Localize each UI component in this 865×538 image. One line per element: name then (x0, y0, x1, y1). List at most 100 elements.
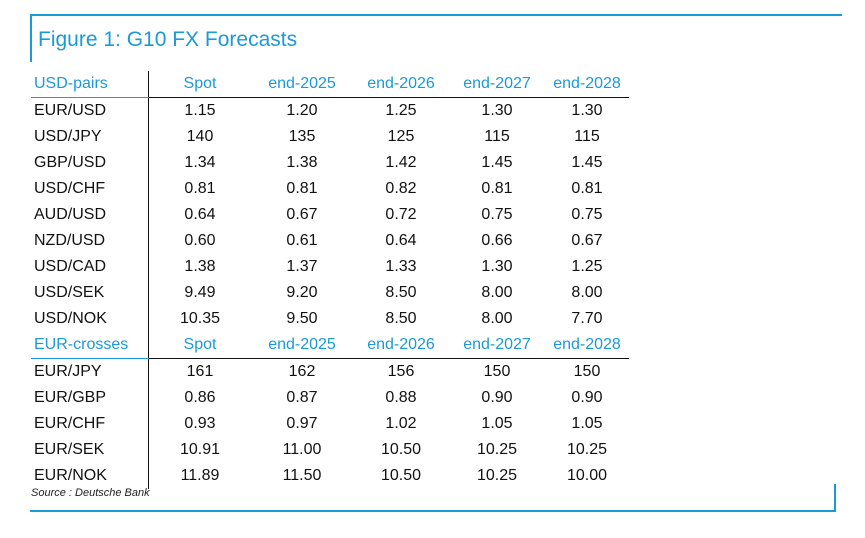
forecast-value: 0.81 (184, 180, 216, 197)
column-header: end-2026 (353, 332, 449, 359)
currency-pair-label: USD/CHF (31, 176, 149, 202)
section-header-label: USD-pairs (31, 71, 149, 98)
forecast-value: 1.25 (385, 102, 417, 119)
column-header: end-2027 (449, 71, 545, 98)
currency-pair-label: EUR/GBP (31, 385, 149, 411)
forecast-value: 0.81 (481, 180, 513, 197)
forecast-value: 0.75 (571, 206, 603, 223)
forecast-value: 0.81 (286, 180, 318, 197)
forecast-value: 0.86 (184, 389, 216, 406)
forecast-value: 8.00 (481, 310, 513, 327)
forecast-value: 1.37 (286, 258, 318, 275)
forecast-value: 1.25 (571, 258, 603, 275)
currency-pair-label: EUR/JPY (31, 358, 149, 385)
table-row: USD/CHF 0.81 0.81 0.82 0.81 0.81 (31, 176, 629, 202)
table-row: EUR/JPY 161 162 156 150 150 (31, 358, 629, 385)
forecast-value: 1.05 (481, 415, 513, 432)
table-row: USD/NOK 10.35 9.50 8.50 8.00 7.70 (31, 306, 629, 332)
forecast-value: 1.15 (184, 102, 216, 119)
source-note: Source : Deutsche Bank (31, 487, 150, 499)
forecast-value: 10.50 (380, 441, 422, 458)
table-row: USD/JPY 140 135 125 115 115 (31, 124, 629, 150)
column-header: Spot (148, 71, 251, 98)
forecast-value: 0.87 (286, 389, 318, 406)
forecast-value: 0.75 (481, 206, 513, 223)
table-row: EUR/GBP 0.86 0.87 0.88 0.90 0.90 (31, 385, 629, 411)
currency-pair-label: USD/SEK (31, 280, 149, 306)
column-header: end-2027 (449, 332, 545, 359)
currency-pair-label: GBP/USD (31, 150, 149, 176)
forecast-value: 1.45 (571, 154, 603, 171)
forecast-value: 1.05 (571, 415, 603, 432)
frame-top-rule (30, 14, 842, 16)
forecast-value: 0.60 (184, 232, 216, 249)
currency-pair-label: NZD/USD (31, 228, 149, 254)
currency-pair-label: AUD/USD (31, 202, 149, 228)
currency-pair-label: USD/CAD (31, 254, 149, 280)
forecast-value: 150 (573, 363, 601, 380)
forecast-value: 0.61 (286, 232, 318, 249)
forecast-value: 10.25 (566, 441, 608, 458)
fx-forecast-table-body: USD-pairs Spot end-2025 end-2026 end-2027 end… (31, 71, 629, 489)
forecast-value: 1.30 (481, 258, 513, 275)
forecast-value: 125 (387, 128, 415, 145)
table-row: AUD/USD 0.64 0.67 0.72 0.75 0.75 (31, 202, 629, 228)
forecast-value: 115 (484, 128, 510, 145)
forecast-value: 8.00 (481, 284, 513, 301)
forecast-value: 1.42 (385, 154, 417, 171)
forecast-value: 11.50 (282, 467, 322, 484)
forecast-value: 8.50 (385, 310, 417, 327)
forecast-value: 10.35 (179, 310, 221, 327)
table-row: EUR/SEK 10.91 11.00 10.50 10.25 10.25 (31, 437, 629, 463)
forecast-value: 1.02 (385, 415, 417, 432)
forecast-value: 9.49 (184, 284, 216, 301)
forecast-value: 0.66 (481, 232, 513, 249)
forecast-value: 0.67 (286, 206, 318, 223)
frame-left-rule (30, 14, 32, 62)
currency-pair-label: EUR/CHF (31, 411, 149, 437)
currency-pair-label: EUR/SEK (31, 437, 149, 463)
forecast-value: 135 (288, 128, 316, 145)
forecast-value: 10.50 (380, 467, 422, 484)
table-row: NZD/USD 0.60 0.61 0.64 0.66 0.67 (31, 228, 629, 254)
forecast-value: 11.00 (282, 441, 322, 458)
table-row: EUR/USD 1.15 1.20 1.25 1.30 1.30 (31, 97, 629, 124)
table-row: EUR/CHF 0.93 0.97 1.02 1.05 1.05 (31, 411, 629, 437)
column-header: end-2025 (251, 71, 353, 98)
table-row: USD/SEK 9.49 9.20 8.50 8.00 8.00 (31, 280, 629, 306)
forecast-value: 10.00 (566, 467, 608, 484)
forecast-value: 0.88 (385, 389, 417, 406)
column-header: Spot (148, 332, 251, 359)
forecast-value: 0.72 (385, 206, 417, 223)
forecast-value: 162 (288, 363, 316, 380)
forecast-value: 10.25 (476, 467, 518, 484)
forecast-value: 0.97 (286, 415, 318, 432)
forecast-value: 8.50 (385, 284, 417, 301)
forecast-value: 0.64 (184, 206, 216, 223)
forecast-value: 1.38 (184, 258, 216, 275)
figure-title: Figure 1: G10 FX Forecasts (38, 28, 298, 51)
forecast-value: 9.20 (286, 284, 318, 301)
forecast-value: 0.93 (184, 415, 216, 432)
forecast-value: 1.34 (184, 154, 216, 171)
table-row: GBP/USD 1.34 1.38 1.42 1.45 1.45 (31, 150, 629, 176)
column-header: end-2025 (251, 332, 353, 359)
forecast-value: 11.89 (180, 467, 220, 484)
forecast-value: 0.82 (385, 180, 417, 197)
forecast-value: 0.90 (571, 389, 603, 406)
table-row: EUR/NOK 11.89 11.50 10.50 10.25 10.00 (31, 463, 629, 489)
currency-pair-label: EUR/NOK (31, 463, 149, 489)
forecast-value: 0.81 (571, 180, 603, 197)
frame-right-rule (834, 484, 836, 512)
forecast-value: 0.64 (385, 232, 417, 249)
forecast-value: 7.70 (571, 310, 603, 327)
currency-pair-label: EUR/USD (31, 97, 149, 124)
forecast-value: 9.50 (286, 310, 318, 327)
column-header: end-2028 (545, 71, 629, 98)
column-header: end-2026 (353, 71, 449, 98)
forecast-value: 140 (186, 128, 214, 145)
forecast-value: 1.30 (481, 102, 513, 119)
table-header-row: USD-pairs Spot end-2025 end-2026 end-2027 end… (31, 71, 629, 98)
forecast-value: 1.38 (286, 154, 318, 171)
column-header: end-2028 (545, 332, 629, 359)
